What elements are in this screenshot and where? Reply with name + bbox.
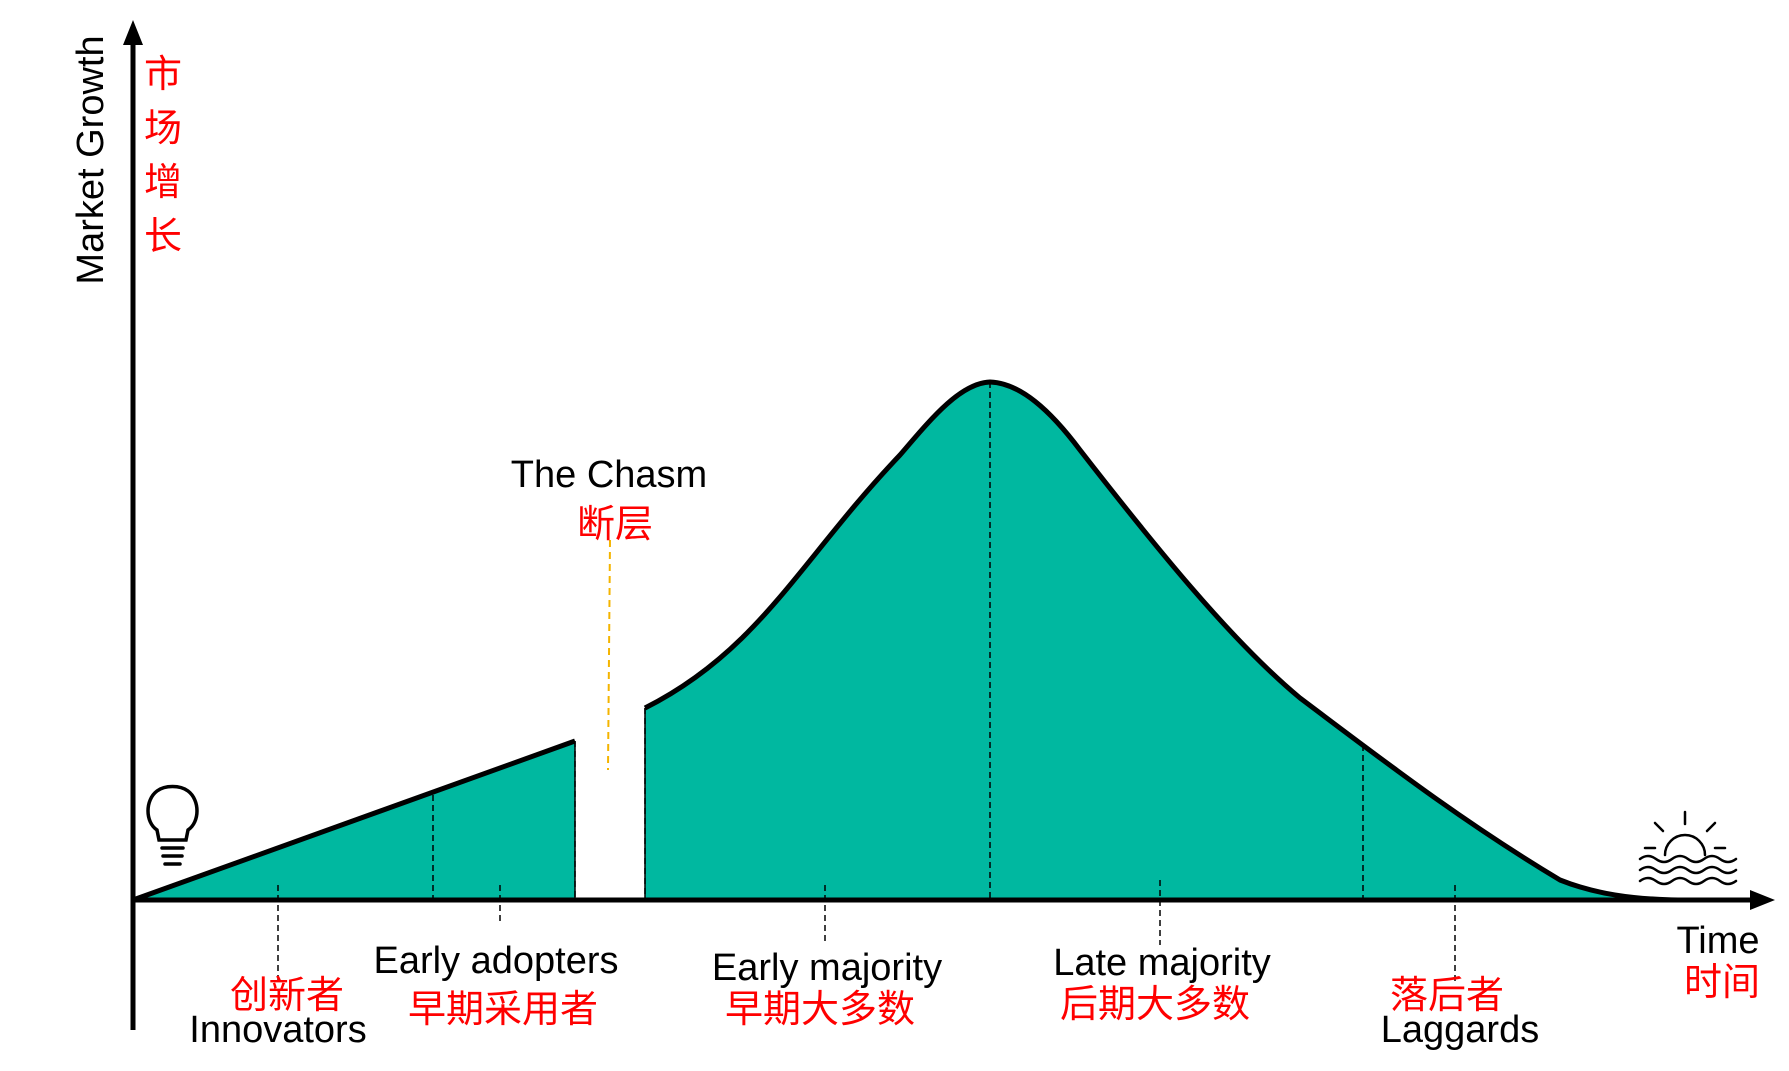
y-axis-label-zh-char: 增 <box>144 162 182 204</box>
y-axis-label: Market Growth <box>70 35 112 284</box>
segment-late-majority-label-zh: 后期大多数 <box>1060 984 1250 1026</box>
segment-early-adopters-label-zh: 早期采用者 <box>408 989 598 1031</box>
area-right <box>645 382 1700 900</box>
sunset-icon <box>1638 810 1738 886</box>
segment-innovators-label-zh: 创新者 <box>230 975 344 1017</box>
segment-laggards-label: Laggards <box>1381 1009 1539 1051</box>
y-axis-label-zh: 市 场 增 长 <box>144 54 182 258</box>
y-axis-arrowhead <box>123 20 143 45</box>
lightbulb-icon <box>146 784 199 866</box>
chasm-label: The Chasm <box>511 454 707 496</box>
segment-innovators-label: Innovators <box>189 1009 366 1051</box>
segment-early-adopters-label: Early adopters <box>373 940 618 982</box>
x-axis-label: Time <box>1676 920 1759 962</box>
segment-laggards-label-zh: 落后者 <box>1390 975 1504 1017</box>
curve-left <box>132 738 576 903</box>
chasm-marker-line <box>607 539 611 771</box>
curve-right <box>643 379 1701 903</box>
x-axis-arrowhead <box>1750 890 1775 910</box>
segment-early-majority-label: Early majority <box>712 947 942 989</box>
segment-dividers <box>432 382 1364 900</box>
y-axis-label-zh-char: 场 <box>144 108 182 150</box>
y-axis-label-zh-char: 市 <box>144 54 182 96</box>
y-axis-label-zh-char: 长 <box>144 216 182 258</box>
x-axis-label-zh: 时间 <box>1684 962 1760 1004</box>
segment-late-majority-label: Late majority <box>1053 942 1271 984</box>
segment-early-majority-label-zh: 早期大多数 <box>725 989 915 1031</box>
chasm-label-zh: 断层 <box>577 504 653 546</box>
label-leaders <box>277 880 1456 985</box>
